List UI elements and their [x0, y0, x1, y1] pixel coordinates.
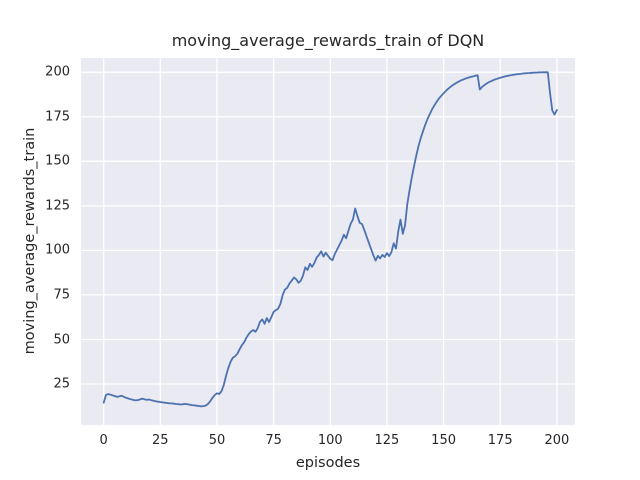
y-axis-ticks: 25 50 75 100 125 150 175 200 [0, 58, 70, 425]
x-tick-label: 75 [265, 433, 282, 448]
x-axis-label: episodes [295, 455, 361, 471]
plot-area [81, 58, 575, 425]
y-tick-label: 125 [45, 198, 70, 214]
x-tick-label: 150 [431, 433, 457, 448]
y-tick-label: 50 [53, 332, 70, 347]
x-tick-label: 175 [487, 433, 513, 448]
grid-lines [81, 58, 575, 425]
y-tick-label: 150 [45, 153, 70, 169]
chart-title: moving_average_rewards_train of DQN [171, 31, 485, 50]
reward-line [102, 71, 558, 408]
x-tick-label: 125 [374, 433, 400, 448]
y-tick-label: 25 [53, 376, 70, 392]
plot-svg [81, 58, 575, 425]
x-axis-ticks: 0 25 50 75 100 125 150 175 200 [81, 433, 575, 449]
x-tick-label: 25 [152, 433, 169, 448]
y-tick-label: 100 [45, 242, 70, 258]
x-tick-label: 100 [317, 433, 343, 448]
x-tick-label: 50 [208, 433, 226, 448]
y-tick-label: 175 [45, 109, 70, 125]
x-tick-label: 0 [99, 433, 108, 448]
y-tick-label: 75 [53, 287, 70, 303]
x-tick-label: 200 [544, 433, 570, 448]
y-axis-label: moving_average_rewards_train [22, 127, 38, 355]
y-tick-label: 200 [45, 64, 70, 80]
